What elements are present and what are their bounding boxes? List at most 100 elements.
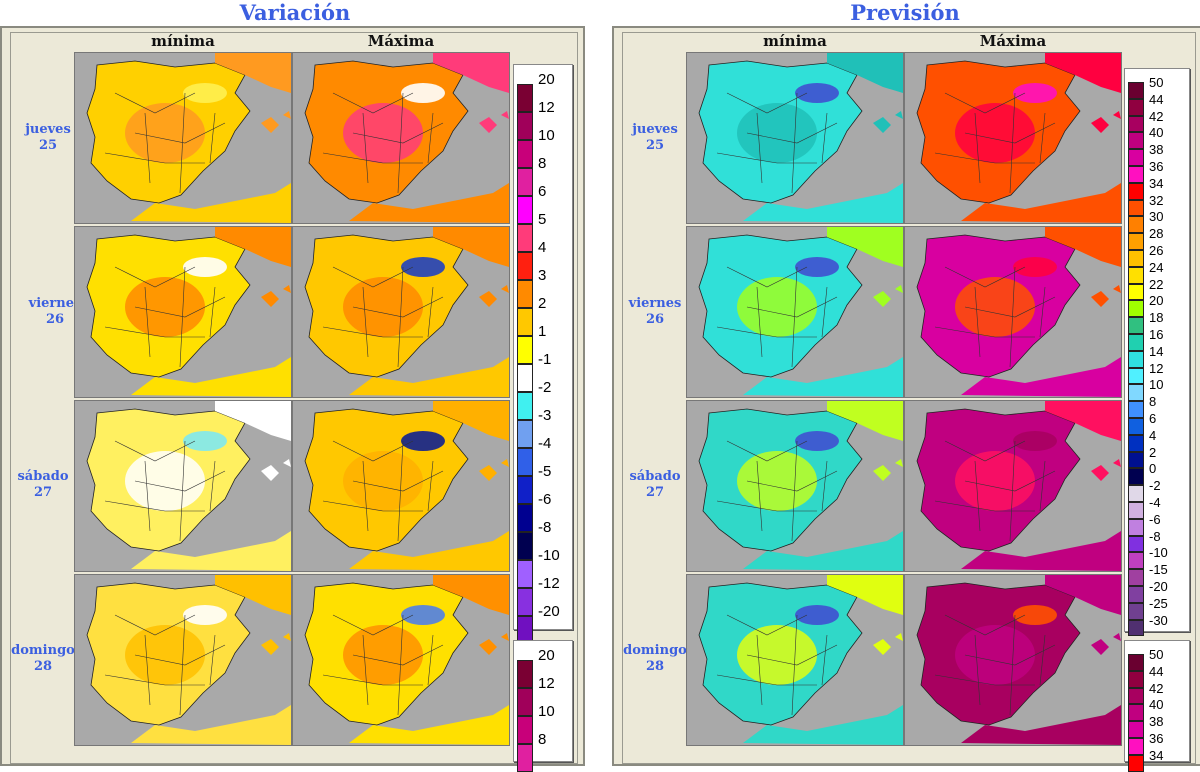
- variation-legend-continued: 20 12 10 8: [513, 640, 573, 772]
- map-prevision-maxima-sabado: [904, 400, 1122, 572]
- legend-swatch: [1128, 704, 1144, 722]
- legend-label: -20: [1149, 579, 1168, 594]
- map-variacion-maxima-domingo: [292, 574, 510, 746]
- legend-swatch: [1128, 738, 1144, 755]
- legend-swatch: [517, 112, 533, 140]
- legend-label: 8: [1149, 394, 1157, 410]
- legend-label: 8: [538, 731, 547, 748]
- legend-label: 2: [538, 295, 547, 312]
- legend-label: -6: [1149, 511, 1161, 527]
- legend-swatch: [517, 688, 533, 716]
- legend-swatch: [1128, 569, 1144, 586]
- legend-swatch: [1128, 384, 1144, 402]
- legend-label: -5: [538, 463, 552, 480]
- legend-label: 4: [538, 239, 547, 256]
- legend-label: 44: [1149, 663, 1164, 679]
- map-prevision-maxima-domingo: [904, 574, 1122, 746]
- legend-label: 6: [538, 183, 547, 200]
- legend-swatch: [517, 476, 533, 504]
- legend-label: 50: [1149, 75, 1164, 90]
- day-label-jueves-prev: jueves 25: [632, 122, 678, 153]
- legend-swatch: [1128, 535, 1144, 553]
- map-variacion-minima-jueves: [74, 52, 292, 224]
- legend-label: 26: [1149, 243, 1164, 258]
- legend-swatch: [517, 420, 533, 448]
- legend-label: 1: [538, 323, 547, 340]
- legend-label: -12: [538, 575, 560, 592]
- legend-label: 5: [538, 211, 547, 228]
- legend-label: 0: [1149, 461, 1157, 477]
- legend-swatch: [1128, 451, 1144, 469]
- legend-label: 36: [1149, 159, 1164, 174]
- legend-label: 10: [538, 127, 555, 144]
- day-label-viernes-var: viernes 26: [28, 296, 82, 327]
- legend-label: -10: [538, 547, 560, 564]
- legend-label: 50: [1149, 647, 1164, 662]
- legend-swatch: [1128, 468, 1144, 486]
- forecast-legend: 50 44 42 40 38 36 34 32 30 28 26 24 22 20 18 16 14 12 10 8 6…: [1124, 68, 1190, 637]
- legend-label: -1: [538, 351, 552, 368]
- legend-label: 20: [1149, 293, 1164, 309]
- legend-swatch: [1128, 654, 1144, 671]
- legend-label: 44: [1149, 91, 1164, 107]
- legend-swatch: [517, 588, 533, 616]
- legend-swatch: [1128, 518, 1144, 536]
- legend-label: 34: [1149, 175, 1164, 191]
- legend-label: -15: [1149, 562, 1168, 578]
- legend-swatch: [1128, 502, 1144, 519]
- day-label-viernes-prev: viernes 26: [628, 296, 682, 327]
- legend-label: -3: [538, 407, 552, 424]
- legend-swatch: [1128, 754, 1144, 772]
- map-prevision-minima-jueves: [686, 52, 904, 224]
- legend-swatch: [1128, 721, 1144, 738]
- legend-label: 10: [1149, 377, 1164, 393]
- map-variacion-maxima-sabado: [292, 400, 510, 572]
- legend-swatch: [517, 392, 533, 420]
- legend-swatch: [1128, 82, 1144, 99]
- prevision-title: Previsión: [850, 0, 960, 25]
- legend-label: -25: [1149, 595, 1168, 611]
- legend-swatch: [1128, 317, 1144, 334]
- legend-swatch: [517, 744, 533, 772]
- legend-label: 36: [1149, 731, 1164, 746]
- forecast-legend-continued: 50 44 42 40 38 36 34: [1124, 640, 1190, 772]
- legend-swatch: [1128, 334, 1144, 351]
- legend-swatch: [517, 532, 533, 560]
- legend-swatch: [1128, 602, 1144, 620]
- prev-max-header: Máxima: [979, 32, 1047, 50]
- legend-swatch: [1128, 434, 1144, 452]
- legend-swatch: [1128, 182, 1144, 200]
- legend-swatch: [1128, 401, 1144, 418]
- legend-swatch: [1128, 670, 1144, 688]
- legend-swatch: [517, 168, 533, 196]
- legend-label: 22: [1149, 276, 1164, 292]
- legend-swatch: [1128, 552, 1144, 570]
- legend-swatch: [517, 448, 533, 476]
- map-variacion-minima-domingo: [74, 574, 292, 746]
- legend-label: -2: [1149, 478, 1161, 494]
- legend-label: 14: [1149, 343, 1164, 359]
- map-variacion-maxima-viernes: [292, 226, 510, 398]
- legend-swatch: [1128, 233, 1144, 250]
- legend-label: 12: [538, 675, 555, 692]
- legend-label: 40: [1149, 125, 1164, 141]
- map-variacion-maxima-jueves: [292, 52, 510, 224]
- legend-label: 6: [1149, 411, 1157, 426]
- legend-swatch: [1128, 367, 1144, 385]
- legend-swatch: [517, 84, 533, 112]
- legend-label: 30: [1149, 209, 1164, 225]
- legend-swatch: [1128, 166, 1144, 183]
- legend-swatch: [517, 660, 533, 688]
- legend-swatch: [1128, 619, 1144, 637]
- var-min-header: mínima: [151, 32, 215, 50]
- legend-label: -8: [1149, 528, 1161, 544]
- legend-label: 40: [1149, 697, 1164, 713]
- legend-label: 42: [1149, 680, 1164, 696]
- legend-swatch: [1128, 418, 1144, 435]
- map-prevision-maxima-jueves: [904, 52, 1122, 224]
- legend-label: 10: [538, 703, 555, 720]
- legend-swatch: [1128, 283, 1144, 301]
- legend-label: 20: [538, 71, 555, 88]
- legend-label: 8: [538, 155, 547, 172]
- legend-swatch: [1128, 586, 1144, 603]
